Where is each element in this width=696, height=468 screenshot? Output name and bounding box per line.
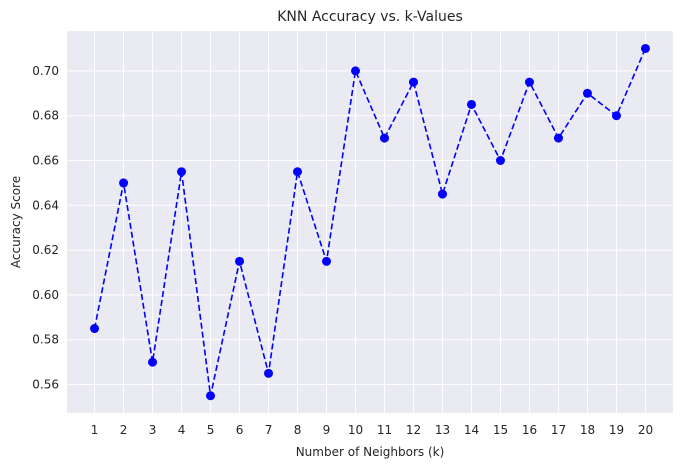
grid-lines (67, 31, 673, 413)
x-tick-label: 8 (294, 423, 302, 437)
series-path (93, 48, 647, 396)
x-tick-label: 6 (236, 423, 244, 437)
plot-area (67, 31, 673, 413)
x-tick-label: 15 (493, 423, 508, 437)
data-point (206, 391, 216, 401)
data-point (582, 88, 592, 98)
x-tick-label: 4 (178, 423, 186, 437)
data-point (177, 167, 187, 177)
y-tick-label: 0.66 (32, 153, 59, 167)
x-tick-label: 2 (120, 423, 128, 437)
data-point (466, 99, 476, 109)
x-tick-label: 18 (580, 423, 595, 437)
x-tick-label: 17 (551, 423, 566, 437)
x-tick-label: 11 (377, 423, 392, 437)
y-tick-label: 0.68 (32, 109, 59, 123)
y-tick-label: 0.64 (32, 198, 59, 212)
y-tick-labels: 0.56 0.58 0.60 0.62 0.64 0.66 0.68 0.70 (32, 64, 59, 392)
x-tick-label: 16 (522, 423, 537, 437)
x-tick-labels: 1 2 3 4 5 6 7 8 9 10 11 12 13 14 15 16 17 18 19 20 (91, 423, 653, 437)
x-tick-label: 1 (91, 423, 99, 437)
chart-title: KNN Accuracy vs. k-Values (277, 9, 463, 25)
data-point (235, 256, 245, 266)
series-line (93, 48, 647, 396)
x-tick-label: 13 (435, 423, 450, 437)
data-point (524, 77, 534, 87)
data-point (90, 324, 100, 334)
y-tick-label: 0.60 (32, 288, 59, 302)
data-point (322, 256, 332, 266)
y-axis-label: Accuracy Score (9, 176, 23, 268)
data-point (553, 133, 563, 143)
x-axis-label: Number of Neighbors (k) (296, 445, 445, 459)
data-point (640, 43, 650, 53)
data-point (495, 155, 505, 165)
data-point (264, 368, 274, 378)
data-point (408, 77, 418, 87)
x-tick-label: 19 (609, 423, 624, 437)
x-tick-label: 12 (406, 423, 421, 437)
data-point (351, 66, 361, 76)
y-tick-label: 0.62 (32, 243, 59, 257)
x-tick-label: 14 (464, 423, 479, 437)
y-tick-label: 0.58 (32, 333, 59, 347)
x-tick-label: 5 (207, 423, 215, 437)
data-point (611, 111, 621, 121)
y-tick-label: 0.56 (32, 378, 59, 392)
data-point (293, 167, 303, 177)
data-points (90, 43, 650, 401)
x-tick-label: 20 (638, 423, 653, 437)
x-tick-label: 7 (265, 423, 273, 437)
data-point (119, 178, 129, 188)
data-point (379, 133, 389, 143)
y-tick-label: 0.70 (32, 64, 59, 78)
x-tick-label: 9 (323, 423, 331, 437)
data-point (437, 189, 447, 199)
x-tick-label: 3 (149, 423, 157, 437)
x-tick-label: 10 (348, 423, 363, 437)
data-point (148, 357, 158, 367)
